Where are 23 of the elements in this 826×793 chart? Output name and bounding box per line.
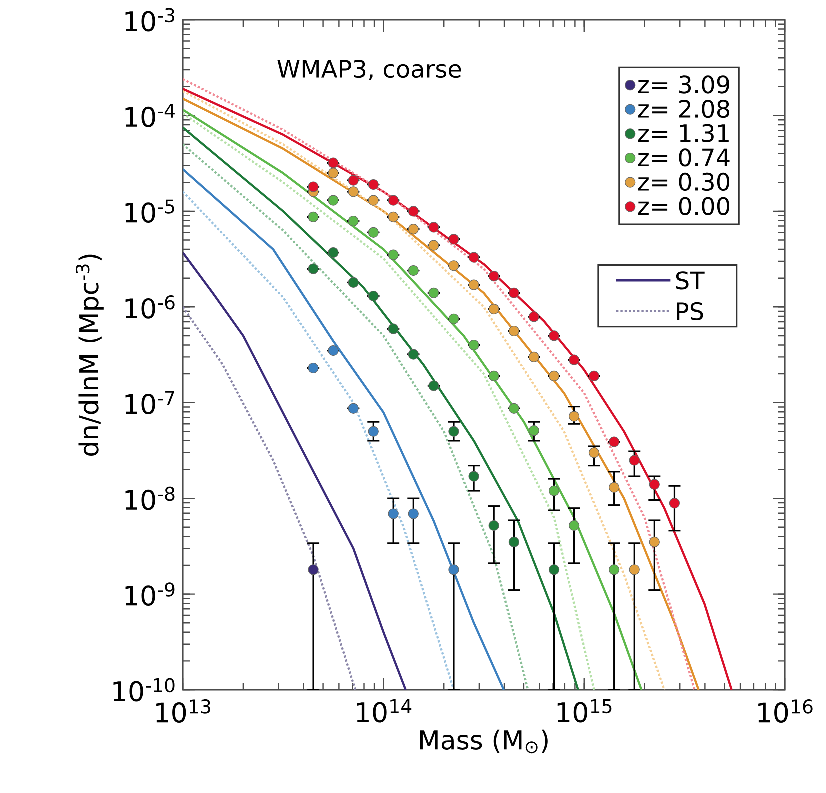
y-tick-label: 10$^{-9}$ <box>126 582 175 606</box>
x-axis-title: Mass (M$_{⊙}$) <box>420 730 548 754</box>
x-tick-label: 10$^{13}$ <box>156 700 210 723</box>
legend-label: z= 0.74 <box>638 148 730 167</box>
annotation: WMAP3, coarse <box>278 60 462 81</box>
legend-label: ST <box>676 272 705 290</box>
x-tick-label: 10$^{15}$ <box>558 700 612 723</box>
legend-label: z= 0.30 <box>638 172 730 192</box>
y-tick-label: 10$^{-6}$ <box>126 295 175 319</box>
y-tick-label: 10$^{-8}$ <box>126 486 175 510</box>
y-tick-label: 10$^{-3}$ <box>126 8 174 32</box>
y-tick-label: 10$^{-5}$ <box>126 200 174 224</box>
legend-label: PS <box>677 302 704 321</box>
legend-label: z= 2.08 <box>638 100 730 118</box>
legend-label: z= 1.31 <box>638 124 729 142</box>
y-tick-label: 10$^{-10}$ <box>114 678 175 702</box>
y-axis-title: dn/dlnM (Mpc$^{-3}$) <box>76 254 104 456</box>
x-tick-label: 10$^{16}$ <box>758 700 813 723</box>
x-tick-label: 10$^{14}$ <box>357 700 412 723</box>
y-tick-label: 10$^{-7}$ <box>126 391 174 414</box>
legend-label: z= 3.09 <box>638 76 730 94</box>
y-tick-label: 10$^{-4}$ <box>126 104 175 128</box>
legend-label: z= 0.00 <box>638 197 730 216</box>
